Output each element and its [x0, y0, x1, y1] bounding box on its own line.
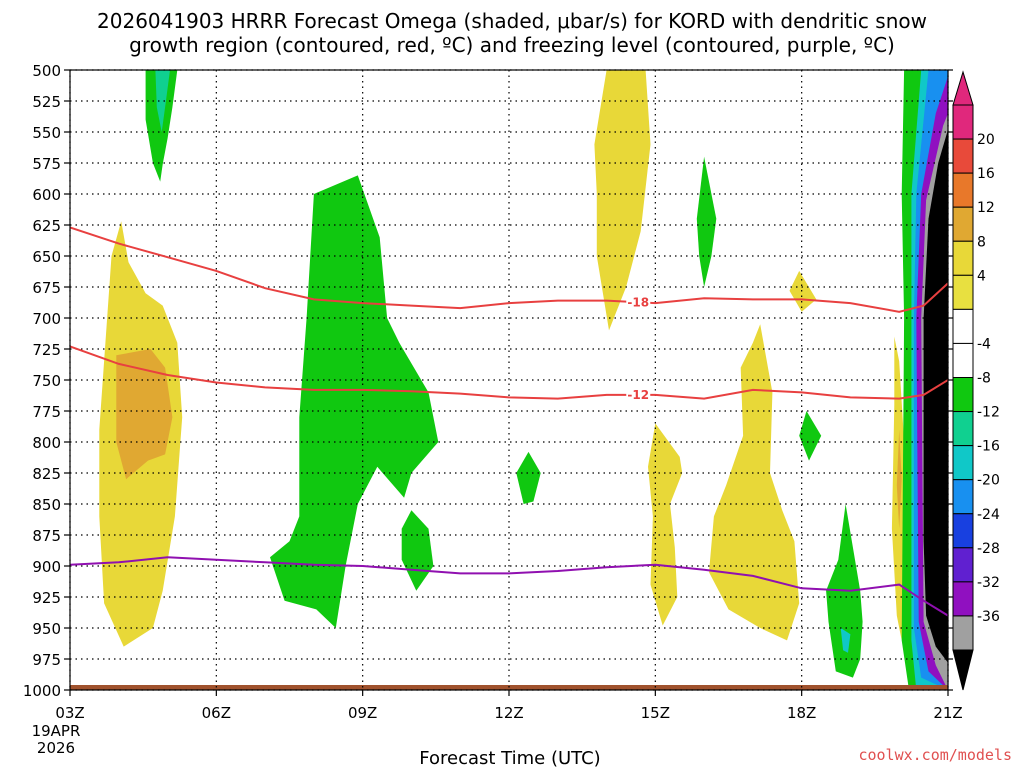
x-tick-label-18Z: 18Z — [787, 704, 816, 722]
colorbar-label--36: -36 — [977, 609, 1000, 625]
omega-region-green-0830 — [270, 175, 439, 628]
colorbar-bin-4 — [952, 240, 974, 276]
colorbar: 20 16 12 8 4 -4 -8 -12 -16 -20 -24 -28 -32 -36 — [952, 70, 1000, 691]
gridlines — [69, 69, 949, 691]
y-tick-label-850: 850 — [32, 496, 61, 514]
omega-region-green-1810 — [799, 411, 822, 461]
colorbar-label-8: 8 — [977, 234, 986, 250]
y-tick-label-950: 950 — [32, 620, 61, 638]
contour-label-dgz-minus-18: -18 — [627, 295, 649, 309]
contour-dgz-minus-18 — [70, 226, 948, 313]
colorbar-label--28: -28 — [977, 541, 1000, 557]
colorbar-bin-3 — [952, 206, 974, 242]
contour-label-dgz-minus-12: -12 — [627, 388, 649, 402]
omega-region-orange-0345 — [116, 349, 173, 480]
colorbar-bin-5 — [952, 274, 974, 310]
colorbar-label--8: -8 — [977, 371, 991, 387]
y-tick-label-725: 725 — [32, 341, 61, 359]
y-tick-label-675: 675 — [32, 279, 61, 297]
chart-title-line2: growth region (contoured, red, ºC) and f… — [129, 33, 895, 57]
colorbar-bin-10 — [952, 445, 974, 481]
colorbar-label-12: 12 — [977, 200, 995, 216]
omega-region-yellow-1550 — [648, 423, 683, 626]
colorbar-label--32: -32 — [977, 575, 1000, 591]
omega-region-green-1210 — [516, 451, 541, 504]
omega-region-yellow-1430 — [594, 70, 651, 331]
colorbar-label-16: 16 — [977, 166, 995, 182]
colorbar-label--24: -24 — [977, 507, 1000, 523]
y-tick-label-575: 575 — [32, 155, 61, 173]
y-tick-label-775: 775 — [32, 403, 61, 421]
colorbar-bin-11 — [952, 479, 974, 515]
chart-title-line1: 2026041903 HRRR Forecast Omega (shaded, … — [97, 9, 927, 33]
omega-region-band-black-2030 — [923, 129, 948, 663]
y-tick-label-975: 975 — [32, 651, 61, 669]
contour-dgz-minus-12 — [70, 345, 948, 400]
y-tick-label-600: 600 — [32, 186, 61, 204]
y-tick-label-800: 800 — [32, 434, 61, 452]
y-tick-label-925: 925 — [32, 589, 61, 607]
colorbar-bin-13 — [952, 547, 974, 583]
colorbar-bottom-triangle — [952, 649, 974, 691]
omega-region-yellow-1800 — [789, 270, 817, 312]
colorbar-bin-8 — [952, 377, 974, 413]
date-line2: 2026 — [37, 739, 75, 757]
x-tick-label-15Z: 15Z — [641, 704, 670, 722]
colorbar-label--20: -20 — [977, 473, 1000, 489]
omega-region-yellow-1700 — [709, 324, 800, 641]
x-tick-label-21Z: 21Z — [933, 704, 962, 722]
colorbar-bin-2 — [952, 172, 974, 208]
date-line1: 19APR — [32, 722, 81, 740]
y-tick-label-550: 550 — [32, 124, 61, 142]
y-tick-label-700: 700 — [32, 310, 61, 328]
y-tick-label-500: 500 — [32, 62, 61, 80]
omega-region-orange-2000 — [896, 429, 902, 529]
contour-label-bg-dgz-minus-12 — [626, 386, 651, 402]
colorbar-bin-0 — [952, 104, 974, 140]
y-tick-label-1000: 1000 — [23, 682, 61, 700]
x-axis-label: Forecast Time (UTC) — [419, 748, 600, 768]
colorbar-label--16: -16 — [977, 439, 1000, 455]
colorbar-bin-15 — [952, 615, 974, 651]
x-tick-label-06Z: 06Z — [202, 704, 231, 722]
y-tick-label-900: 900 — [32, 558, 61, 576]
omega-region-teal-1900 — [840, 628, 851, 653]
y-tick-label-525: 525 — [32, 93, 61, 111]
contour-label-bg-dgz-minus-18 — [626, 294, 651, 310]
axes: 500 525 550 575 600 625 650 675 700 725 750 775 800 8… — [23, 62, 963, 722]
omega-region-green-1600 — [696, 156, 717, 287]
contour-lines: -18 -12 — [70, 226, 948, 617]
credit-text: coolwx.com/models — [858, 746, 1012, 764]
colorbar-label-20: 20 — [977, 132, 995, 148]
y-tick-label-650: 650 — [32, 248, 61, 266]
colorbar-bin-6 — [952, 308, 974, 344]
colorbar-bin-12 — [952, 513, 974, 549]
y-tick-label-825: 825 — [32, 465, 61, 483]
contour-freezing-level — [70, 556, 948, 617]
omega-region-teal-0450 — [155, 70, 170, 132]
y-tick-label-750: 750 — [32, 372, 61, 390]
colorbar-label--12: -12 — [977, 405, 1000, 421]
y-tick-label-625: 625 — [32, 217, 61, 235]
x-tick-label-03Z: 03Z — [55, 704, 84, 722]
x-tick-label-09Z: 09Z — [348, 704, 377, 722]
colorbar-label-4: 4 — [977, 268, 986, 284]
x-tick-label-12Z: 12Z — [494, 704, 523, 722]
y-tick-label-875: 875 — [32, 527, 61, 545]
colorbar-bin-14 — [952, 581, 974, 617]
colorbar-bin-9 — [952, 411, 974, 447]
colorbar-label--4: -4 — [977, 336, 991, 352]
colorbar-bin-1 — [952, 138, 974, 174]
colorbar-bin-7 — [952, 342, 974, 378]
